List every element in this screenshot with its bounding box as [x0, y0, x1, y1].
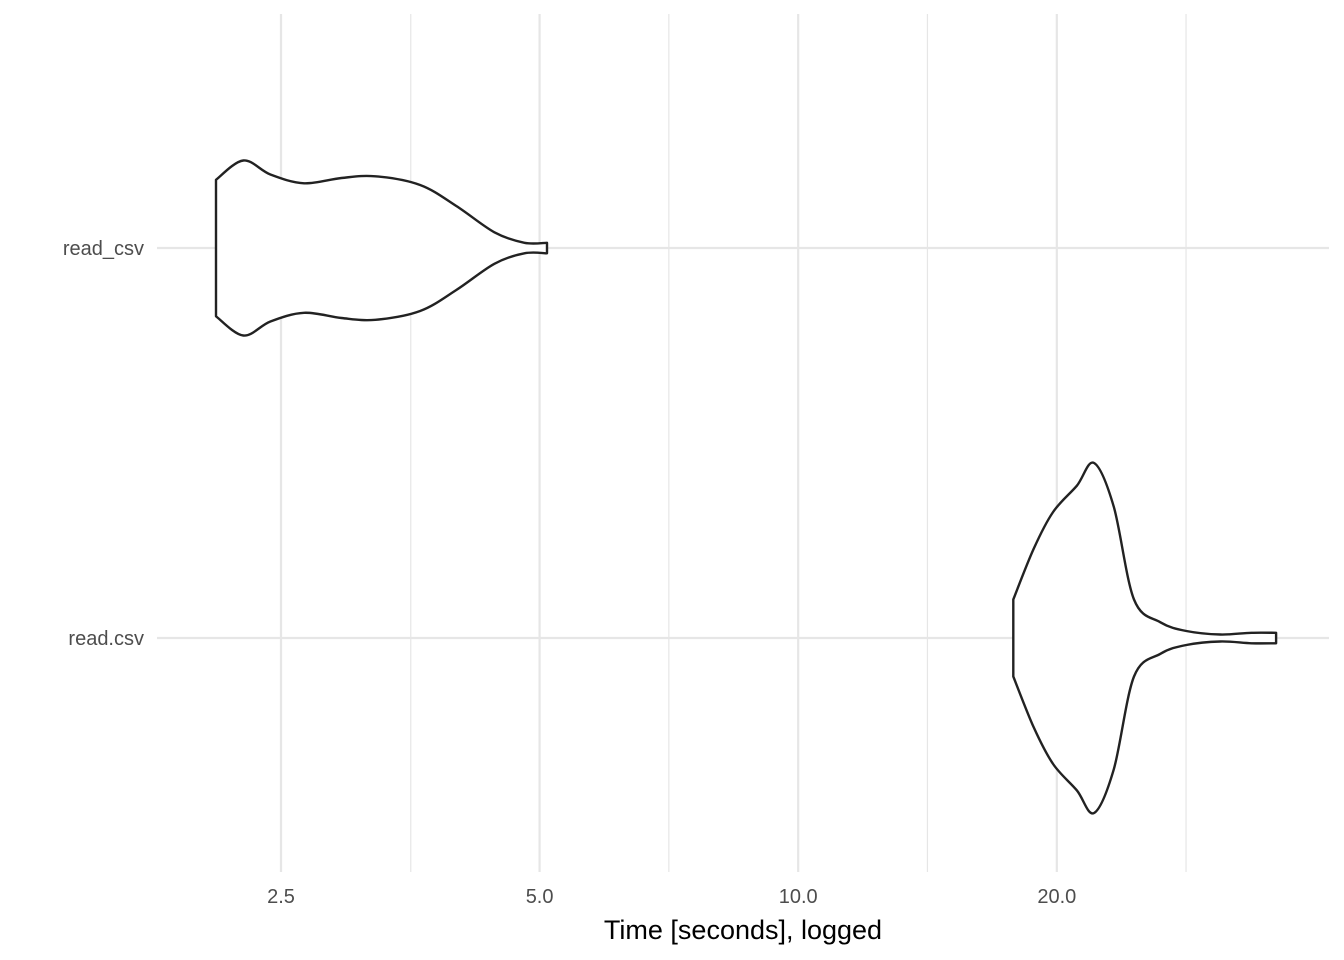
x-tick-label: 20.0	[1037, 886, 1076, 908]
grid-lines	[157, 14, 1329, 872]
y-tick-label: read.csv	[68, 628, 144, 650]
violin-read-csv	[1012, 461, 1278, 815]
violin-read-csv	[214, 159, 549, 337]
x-tick-labels: 2.5 5.0 10.0 20.0	[267, 886, 1076, 908]
y-tick-label: read_csv	[63, 238, 144, 260]
violins	[214, 159, 1278, 815]
x-tick-label: 2.5	[267, 886, 295, 908]
y-tick-labels: read_csv read.csv	[63, 238, 144, 650]
x-axis-title: Time [seconds], logged	[604, 915, 882, 945]
x-tick-label: 5.0	[526, 886, 554, 908]
x-tick-label: 10.0	[779, 886, 818, 908]
